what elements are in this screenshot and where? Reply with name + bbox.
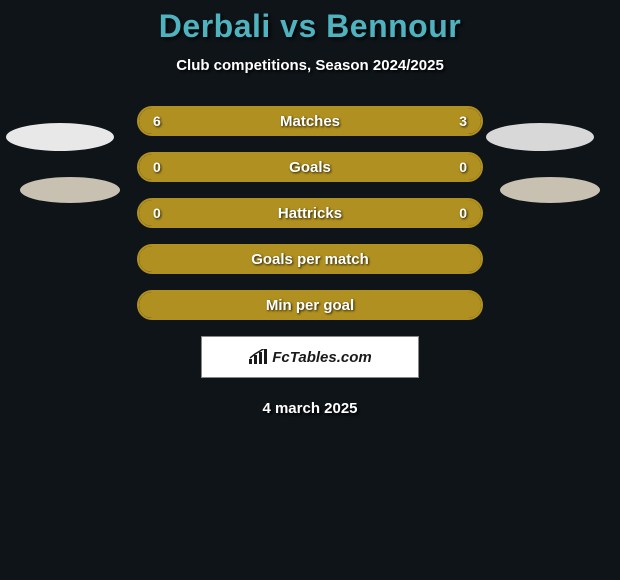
stat-row: Hattricks0 0 xyxy=(0,198,620,228)
stat-value-right: 3 xyxy=(459,113,467,129)
page-container: Derbali vs Bennour Club competitions, Se… xyxy=(0,0,620,580)
stat-bar: Min per goal xyxy=(137,290,483,320)
stat-bar: Goals per match xyxy=(137,244,483,274)
stat-label: Hattricks xyxy=(139,205,481,222)
stat-bar: Matches6 3 xyxy=(137,106,483,136)
date-text: 4 march 2025 xyxy=(0,400,620,417)
brand-text: FcTables.com xyxy=(248,349,371,366)
stat-bar: Goals0 0 xyxy=(137,152,483,182)
brand-box[interactable]: FcTables.com xyxy=(201,336,419,378)
decorative-ellipse xyxy=(6,123,114,151)
stat-value-left: 0 xyxy=(153,159,161,175)
page-title: Derbali vs Bennour xyxy=(0,0,620,45)
page-subtitle: Club competitions, Season 2024/2025 xyxy=(0,57,620,74)
stat-value-right: 0 xyxy=(459,205,467,221)
decorative-ellipse xyxy=(486,123,594,151)
stat-value-right: 0 xyxy=(459,159,467,175)
stat-label: Goals xyxy=(139,159,481,176)
stat-value-left: 0 xyxy=(153,205,161,221)
brand-label: FcTables.com xyxy=(272,349,371,366)
stat-label: Goals per match xyxy=(139,251,481,268)
stat-bar: Hattricks0 0 xyxy=(137,198,483,228)
decorative-ellipse xyxy=(500,177,600,203)
stat-value-left: 6 xyxy=(153,113,161,129)
stat-label: Matches xyxy=(139,113,481,130)
decorative-ellipse xyxy=(20,177,120,203)
stat-row: Goals per match xyxy=(0,244,620,274)
stat-label: Min per goal xyxy=(139,297,481,314)
chart-icon xyxy=(248,349,268,365)
stat-row: Min per goal xyxy=(0,290,620,320)
